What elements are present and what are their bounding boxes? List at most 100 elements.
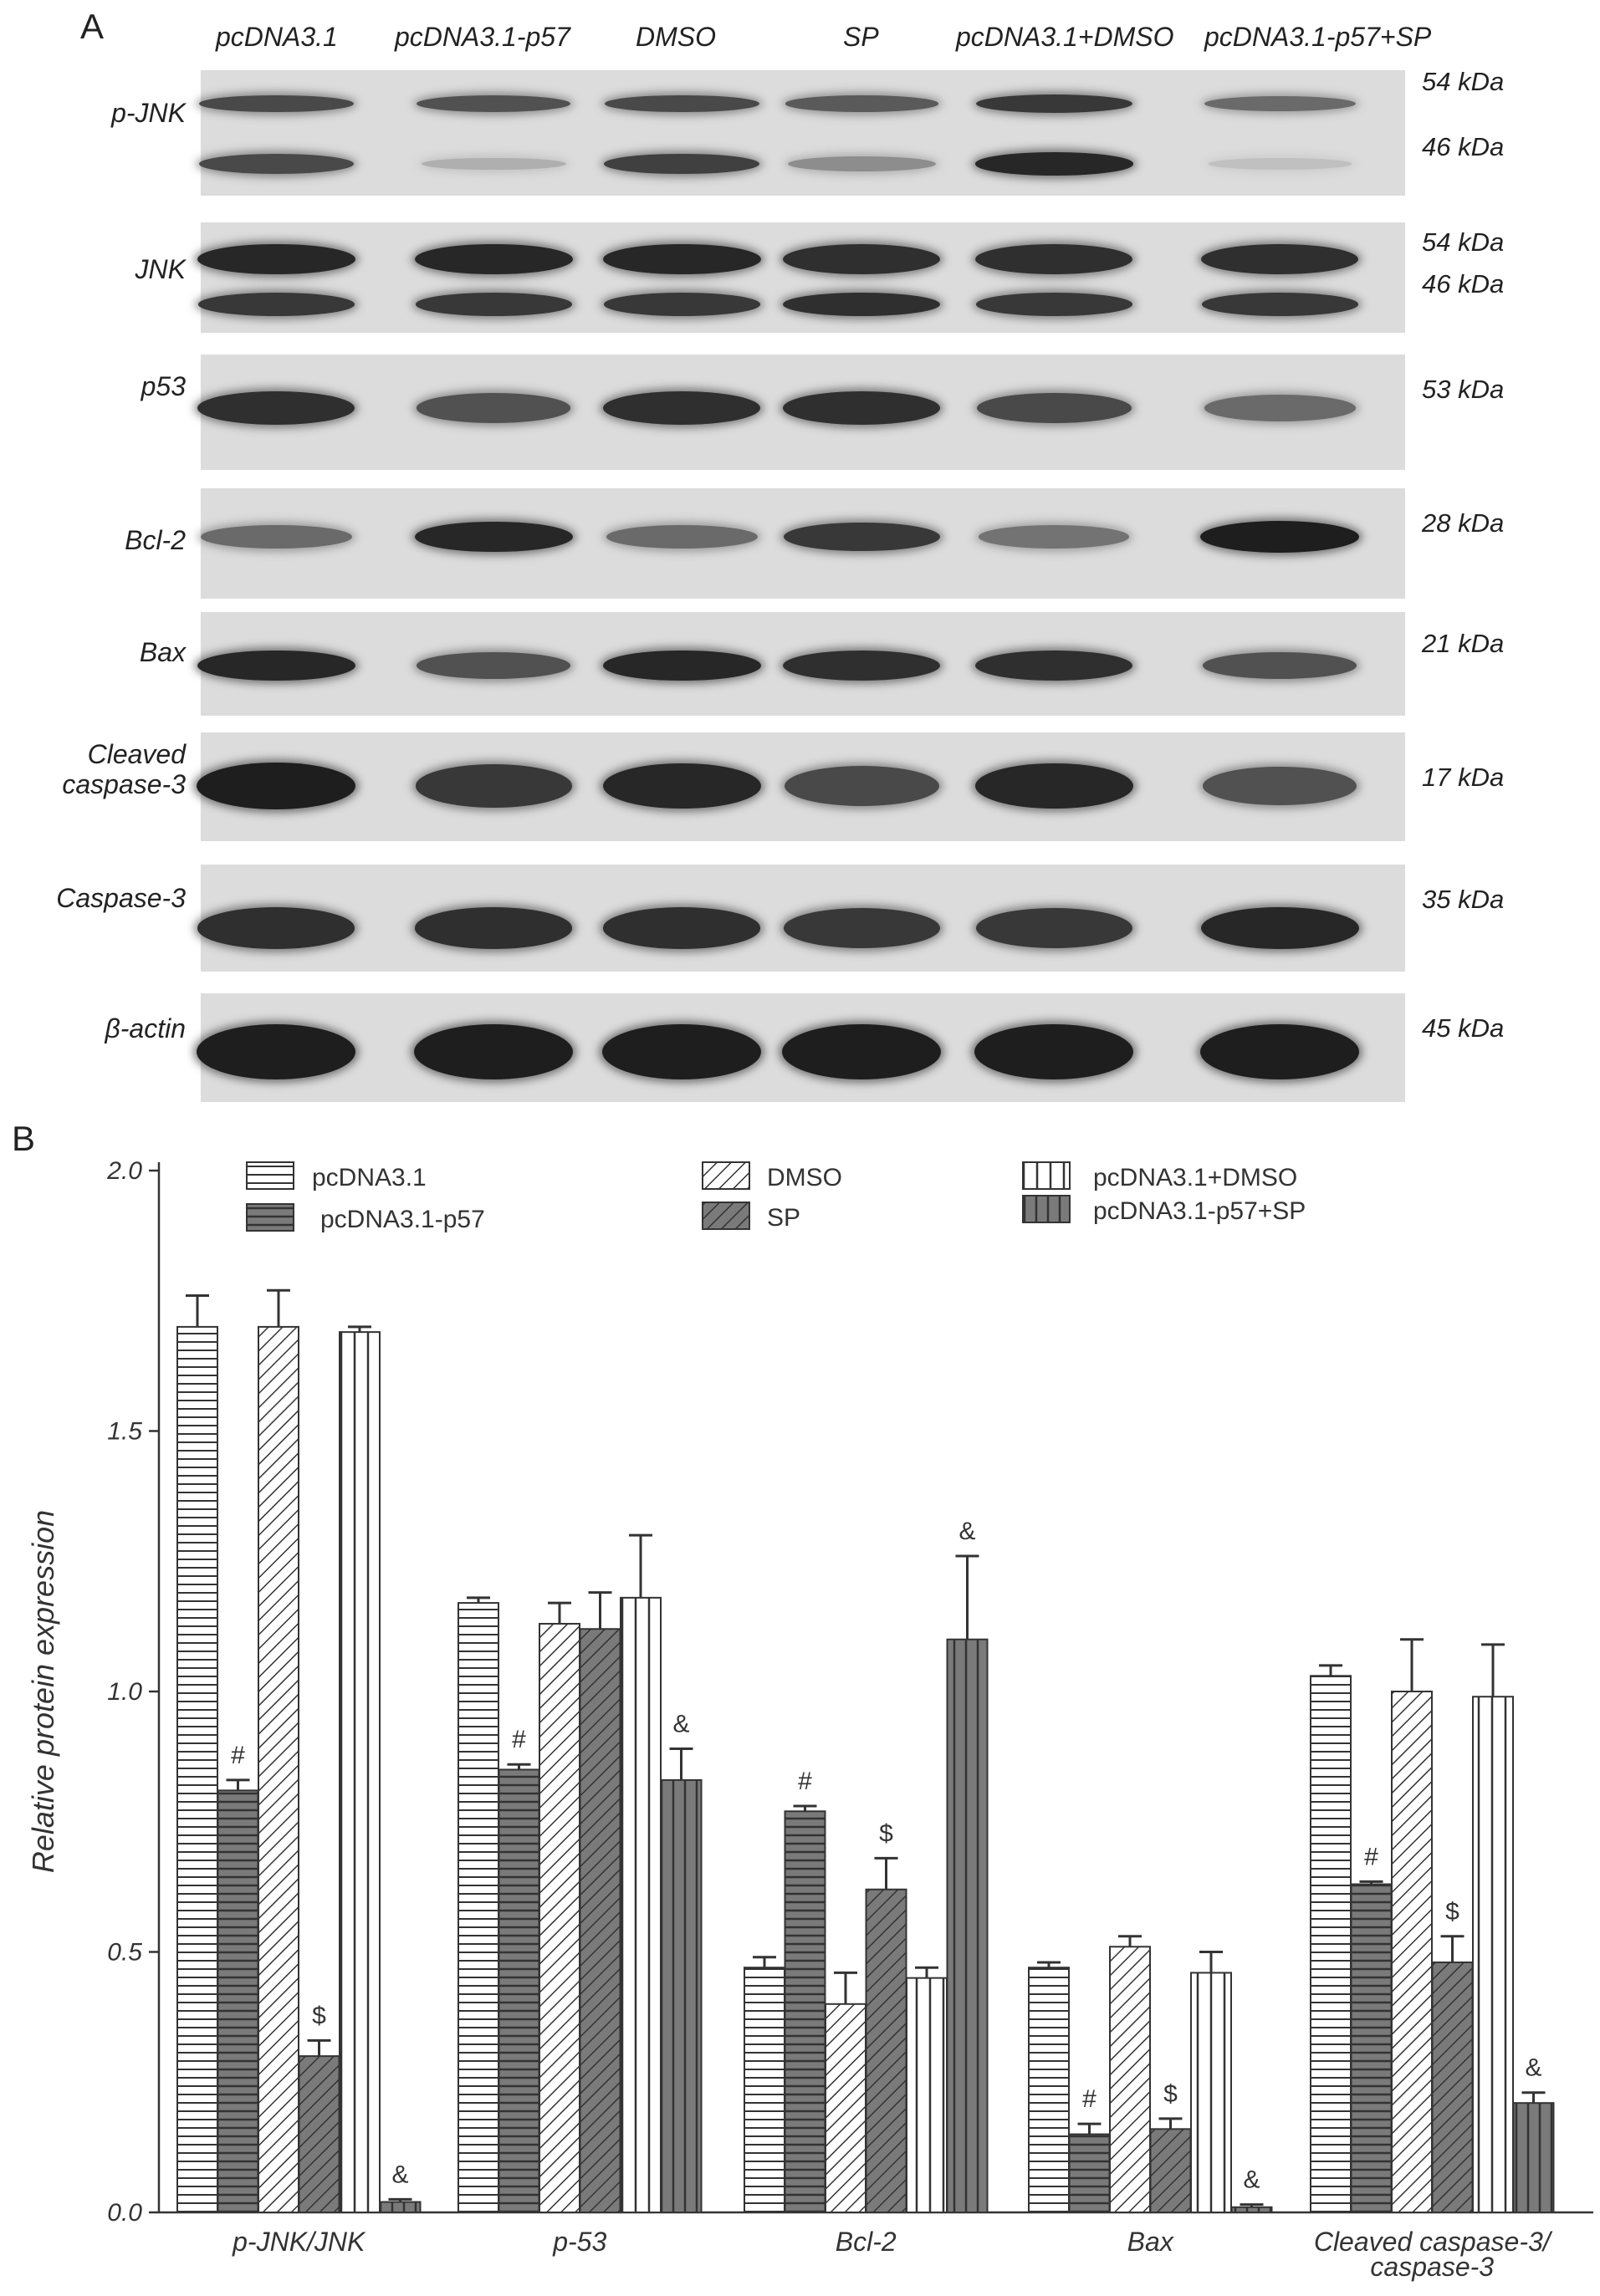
y-tick-label: 2.0	[106, 1157, 142, 1185]
bar	[1350, 1883, 1393, 2213]
blot-label: Bax	[139, 637, 186, 667]
protein-band	[197, 293, 355, 316]
blot-row	[197, 355, 1405, 470]
bar	[298, 2055, 340, 2213]
bar	[1149, 2128, 1192, 2213]
bar	[217, 1789, 259, 2213]
protein-band	[1200, 1024, 1359, 1079]
molecular-weight-label: 17 kDa	[1422, 763, 1505, 792]
protein-band	[414, 521, 573, 553]
blot-row	[197, 732, 1405, 841]
bar	[1028, 1967, 1070, 2213]
significance-mark: #	[1082, 2085, 1096, 2113]
blot-membrane	[201, 222, 1405, 333]
significance-mark: #	[1364, 1843, 1378, 1870]
molecular-weight-label: 54 kDa	[1422, 227, 1505, 257]
protein-band	[414, 243, 573, 275]
bar	[906, 1977, 948, 2214]
legend-label: pcDNA3.1-p57	[320, 1206, 485, 1233]
protein-band	[603, 293, 760, 316]
protein-band	[415, 764, 572, 808]
y-axis-label: Relative protein expression	[26, 1510, 60, 1873]
protein-band	[197, 1024, 355, 1079]
bar	[539, 1623, 580, 2213]
legend-swatch	[702, 1161, 750, 1190]
protein-band	[1204, 395, 1356, 421]
molecular-weight-label: 53 kDa	[1422, 375, 1505, 404]
blot-label: Bcl-2	[125, 525, 186, 555]
bar	[660, 1778, 703, 2213]
bar	[339, 1331, 381, 2213]
protein-band	[979, 525, 1129, 548]
protein-band	[974, 763, 1133, 809]
protein-band	[604, 94, 759, 113]
protein-band	[197, 907, 355, 949]
protein-band	[975, 94, 1132, 113]
y-tick-label: 0.0	[107, 2199, 142, 2227]
blot-label-line: Cleaved	[87, 739, 186, 769]
bar	[1068, 2133, 1111, 2214]
significance-mark: #	[512, 1726, 526, 1753]
y-tick-label: 1.0	[107, 1678, 142, 1706]
significance-mark: &	[1525, 2054, 1541, 2082]
bar	[579, 1628, 621, 2213]
protein-band	[603, 391, 760, 425]
protein-band	[415, 907, 572, 949]
protein-band	[785, 95, 938, 112]
protein-band	[200, 524, 352, 549]
protein-band	[975, 908, 1132, 948]
protein-band	[1204, 95, 1356, 112]
bar	[1472, 1696, 1514, 2213]
lane-label: pcDNA3.1-p57+SP	[1204, 22, 1432, 52]
significance-mark: &	[672, 1711, 689, 1738]
protein-band	[1201, 244, 1358, 274]
bar	[865, 1888, 907, 2213]
protein-band	[417, 652, 570, 679]
legend-label: pcDNA3.1-p57+SP	[1093, 1197, 1306, 1225]
bar	[1190, 1972, 1232, 2214]
category-label: p-JNK/JNK	[232, 2227, 366, 2257]
legend-swatch	[1022, 1161, 1071, 1190]
protein-band	[783, 292, 940, 317]
protein-band	[197, 243, 355, 275]
category-label: Bcl-2	[836, 2227, 897, 2257]
blot-membrane	[201, 70, 1405, 196]
bar	[1512, 2102, 1555, 2214]
blot-row	[197, 865, 1405, 972]
protein-band	[1201, 293, 1358, 316]
protein-band	[1200, 521, 1359, 553]
protein-band	[602, 243, 761, 275]
bar	[176, 1325, 218, 2213]
protein-band	[421, 157, 566, 171]
blot-label-line: caspase-3	[62, 769, 186, 799]
blot-label: Cleaved caspase-3	[62, 739, 186, 799]
significance-mark: #	[798, 1768, 812, 1795]
molecular-weight-label: 46 kDa	[1422, 132, 1505, 161]
molecular-weight-label: 54 kDa	[1422, 67, 1505, 96]
bar	[825, 2003, 866, 2214]
protein-band	[976, 392, 1132, 424]
category-label: caspase-3	[1370, 2252, 1494, 2282]
protein-band	[975, 244, 1132, 274]
protein-band	[974, 1024, 1133, 1079]
bar	[1310, 1675, 1352, 2213]
legend-swatch	[1022, 1195, 1071, 1223]
blot-row	[197, 222, 1405, 333]
lane-label: pcDNA3.1-p57	[395, 22, 570, 52]
blot-label: β-actin	[105, 1013, 186, 1043]
protein-band	[1203, 766, 1357, 806]
bar-chart: 0.0 0.5 1.0 1.5 2.0 Relative protein expressi…	[26, 1157, 1593, 2282]
lane-label: DMSO	[636, 22, 716, 52]
category-label: p-53	[552, 2227, 606, 2257]
legend-swatch	[246, 1161, 294, 1190]
bar	[784, 1810, 826, 2213]
bar	[1109, 1946, 1151, 2214]
protein-band	[975, 293, 1132, 316]
panel-a-letter: A	[80, 7, 105, 46]
bar	[1230, 2206, 1273, 2214]
panel-b-letter: B	[12, 1119, 36, 1158]
protein-band	[1208, 158, 1352, 170]
blot-row	[197, 612, 1405, 716]
blot-label: Caspase-3	[56, 883, 186, 913]
bar	[1391, 1691, 1433, 2213]
